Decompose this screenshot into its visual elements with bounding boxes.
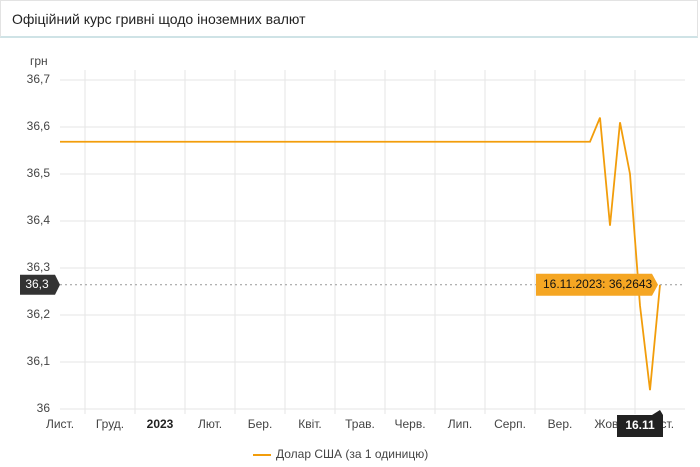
x-tick-label: Трав. — [345, 417, 375, 431]
y-tick-label: 36,2 — [27, 307, 51, 321]
y-tick-label: 36,3 — [27, 260, 51, 274]
y-tick-label: 36,1 — [27, 354, 51, 368]
x-tick-label: Лист. — [46, 417, 74, 431]
x-crosshair-box — [617, 410, 663, 437]
x-tick-label: Вер. — [548, 417, 573, 431]
chart-title: Офіційний курс гривні щодо іноземних вал… — [12, 11, 306, 27]
header: Офіційний курс гривні щодо іноземних вал… — [0, 0, 698, 38]
x-tick-label: Черв. — [394, 417, 425, 431]
tooltip-box — [536, 273, 658, 296]
x-tick-label: Серп. — [494, 417, 526, 431]
x-tick-label: 2023 — [147, 417, 174, 431]
x-tick-label: Груд. — [96, 417, 124, 431]
x-tick-label: Квіт. — [298, 417, 322, 431]
y-tick-label: 36,4 — [27, 213, 51, 227]
y-tick-label: 36,5 — [27, 166, 51, 180]
y-tick-label: 36 — [37, 401, 51, 415]
y-crosshair-box — [20, 274, 60, 295]
x-crosshair-label: 16.11 — [625, 418, 655, 432]
x-tick-label: Лип. — [448, 417, 472, 431]
x-tick-label: Бер. — [248, 417, 273, 431]
y-crosshair-label: 36,3 — [25, 277, 49, 291]
line — [60, 117, 661, 391]
y-tick-label: 36,6 — [27, 119, 51, 133]
legend-label: Долар США (за 1 одиницю) — [276, 447, 428, 461]
y-tick-label: 36,7 — [27, 72, 51, 86]
tooltip: 16.11.2023: 36,2643 — [543, 277, 653, 291]
y-axis-label: грн — [30, 54, 48, 68]
x-tick-label: Лют. — [198, 417, 222, 431]
